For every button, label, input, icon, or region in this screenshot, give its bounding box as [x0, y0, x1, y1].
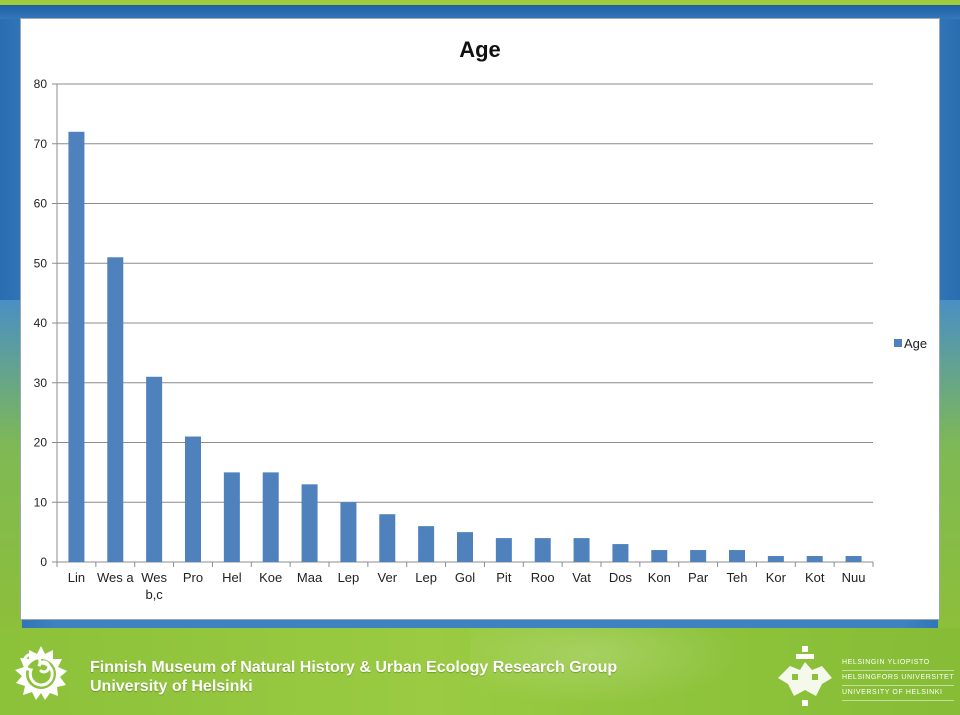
- footer-map-watermark: [470, 628, 770, 715]
- x-category-label: Roo: [531, 570, 555, 585]
- bar: [534, 538, 551, 562]
- slide-right-edge: [938, 300, 960, 628]
- y-tick-label: 50: [34, 256, 48, 270]
- bar: [573, 538, 590, 562]
- x-category-label: Hel: [222, 570, 242, 585]
- x-category-label: Lin: [68, 570, 85, 585]
- x-category-label: Kot: [805, 570, 825, 585]
- x-category-label: Gol: [455, 570, 475, 585]
- bar: [806, 556, 823, 562]
- footer-line-2: University of Helsinki: [90, 678, 253, 695]
- x-category-label: Nuu: [842, 570, 866, 585]
- x-category-label: Pro: [183, 570, 203, 585]
- y-tick-label: 80: [34, 77, 48, 91]
- legend-label-age: Age: [904, 336, 927, 351]
- x-category-label: Pit: [496, 570, 512, 585]
- category-labels: Lin Wes a Wes b,c Pro Hel Koe Maa Lep Ver Lep Gol Pi…: [68, 570, 866, 602]
- bar: [457, 532, 473, 562]
- x-category-label: Wes b,c: [141, 570, 167, 602]
- bar: [690, 550, 707, 562]
- x-category-label: Lep: [338, 570, 360, 585]
- bar: [612, 544, 629, 562]
- x-category-label: Lep: [415, 570, 437, 585]
- x-category-label: Koe: [259, 570, 282, 585]
- chart-title: Age: [459, 37, 501, 62]
- x-category-label: Par: [688, 570, 709, 585]
- bar: [185, 436, 201, 562]
- bar: [495, 538, 512, 562]
- x-category-label: Wes a: [97, 570, 134, 585]
- bar: [301, 484, 318, 562]
- y-tick-label: 0: [40, 555, 47, 569]
- x-category-label: Vat: [572, 570, 591, 585]
- bar: [845, 556, 862, 562]
- university-names: Helsingin yliopisto Helsingfors universi…: [842, 656, 954, 701]
- bar: [651, 550, 668, 562]
- footer-line-1: Finnish Museum of Natural History & Urba…: [90, 659, 618, 676]
- y-tick-label: 30: [34, 376, 48, 390]
- legend-swatch: [894, 339, 902, 347]
- spiral-snail-logo-icon: [15, 646, 67, 700]
- y-tick-label: 70: [34, 137, 48, 151]
- bar-chart: Age 0 10 20 30 40 50 60 70 80 Lin Wes a Wes b,c Pro H…: [34, 37, 928, 602]
- footer-credits: Finnish Museum of Natural History & Urba…: [90, 658, 617, 696]
- x-category-label: Kor: [766, 570, 787, 585]
- bar: [107, 257, 124, 562]
- slide-left-edge: [0, 300, 22, 628]
- x-category-label: Ver: [378, 570, 398, 585]
- x-category-label: Kon: [648, 570, 671, 585]
- bar: [146, 376, 163, 562]
- university-name-sv: Helsingfors universitet: [842, 671, 954, 686]
- x-category-label: Teh: [727, 570, 748, 585]
- y-tick-label: 40: [34, 316, 48, 330]
- university-emblem-icon: [778, 646, 832, 706]
- gridlines: [57, 83, 873, 503]
- y-tick-label: 60: [34, 197, 48, 211]
- x-category-label: Maa: [297, 570, 323, 585]
- bar: [729, 550, 745, 562]
- slide-footer: Finnish Museum of Natural History & Urba…: [0, 628, 960, 715]
- y-tick-label: 10: [34, 495, 48, 509]
- y-tick-label: 20: [34, 436, 48, 450]
- bar: [379, 514, 396, 562]
- bar: [223, 472, 240, 562]
- university-name-en: University of Helsinki: [842, 686, 954, 701]
- bar: [418, 526, 435, 562]
- bars: [68, 131, 862, 563]
- bar: [767, 556, 784, 562]
- university-name-fi: Helsingin yliopisto: [842, 656, 954, 671]
- bar: [262, 472, 279, 562]
- bar: [68, 131, 85, 563]
- chart-panel: Age 0 10 20 30 40 50 60 70 80 Lin Wes a Wes b,c Pro H…: [20, 18, 940, 620]
- x-category-label: Dos: [609, 570, 633, 585]
- legend: Age: [894, 336, 927, 351]
- bar: [340, 502, 357, 562]
